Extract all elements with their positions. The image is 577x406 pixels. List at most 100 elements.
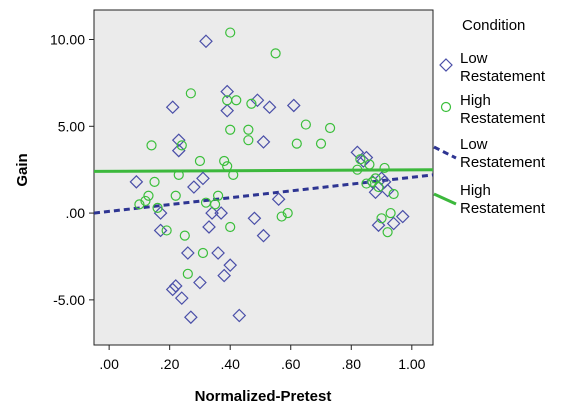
x-tick-label: .40	[220, 356, 240, 372]
point-high-restatement	[170, 190, 181, 201]
point-high-restatement	[176, 140, 187, 151]
legend-label-line1: High	[460, 182, 491, 199]
legend-label-line2: Restatement	[460, 68, 546, 85]
legend-title: Condition	[462, 17, 525, 34]
point-low-restatement	[214, 206, 228, 220]
point-low-restatement	[153, 223, 168, 238]
point-low-restatement	[232, 308, 247, 323]
point-high-restatement	[225, 27, 236, 38]
legend-label-line1: High	[460, 92, 491, 109]
point-high-restatement	[270, 48, 281, 59]
point-high-restatement	[146, 140, 157, 151]
point-high-restatement	[173, 169, 184, 180]
point-low-restatement	[220, 84, 235, 99]
legend-label-line1: Low	[460, 136, 488, 153]
x-tick-label: .60	[281, 356, 301, 372]
point-high-restatement	[231, 95, 242, 106]
point-low-restatement	[184, 310, 198, 325]
point-low-restatement	[256, 228, 271, 243]
legend-label-line2: Restatement	[460, 154, 546, 171]
legend-label-line1: Low	[460, 50, 488, 67]
point-high-restatement	[291, 138, 302, 149]
point-high-restatement	[143, 190, 154, 201]
y-tick-label: 10.00	[50, 32, 85, 48]
point-low-restatement	[187, 180, 201, 194]
legend: LowRestatementHighRestatementLowRestatem…	[433, 50, 546, 217]
data-points	[129, 27, 410, 325]
x-tick-label: 1.00	[398, 356, 425, 372]
y-tick-label: .00	[66, 205, 86, 221]
point-low-restatement	[205, 206, 219, 220]
point-high-restatement	[197, 247, 209, 259]
point-high-restatement	[276, 211, 287, 222]
point-high-restatement	[185, 88, 196, 99]
legend-diamond-icon	[439, 58, 453, 72]
point-low-restatement	[356, 154, 371, 168]
point-low-restatement	[199, 34, 213, 49]
point-high-restatement	[282, 207, 293, 219]
point-high-restatement	[300, 119, 311, 130]
point-high-restatement	[243, 135, 254, 146]
point-low-restatement	[211, 246, 225, 260]
point-high-restatement	[352, 164, 363, 175]
point-low-restatement	[220, 103, 235, 118]
point-high-restatement	[134, 199, 145, 210]
point-low-restatement	[350, 145, 365, 160]
point-low-restatement	[171, 143, 186, 158]
point-high-restatement	[219, 155, 230, 167]
point-high-restatement	[149, 176, 160, 187]
point-high-restatement	[370, 173, 381, 184]
point-high-restatement	[315, 138, 327, 149]
point-low-restatement	[271, 192, 286, 207]
point-low-restatement	[247, 211, 262, 226]
point-high-restatement	[194, 155, 206, 167]
point-low-restatement	[165, 100, 180, 115]
point-high-restatement	[382, 227, 393, 238]
point-low-restatement	[256, 135, 271, 149]
point-high-restatement	[361, 178, 372, 189]
point-low-restatement	[174, 291, 189, 305]
y-axis-title: Gain	[14, 153, 31, 186]
point-high-restatement	[182, 268, 193, 279]
point-low-restatement	[168, 279, 183, 293]
point-low-restatement	[193, 275, 207, 290]
legend-circle-icon	[440, 101, 452, 113]
point-high-restatement	[243, 124, 254, 135]
point-high-restatement	[222, 161, 233, 172]
point-high-restatement	[367, 176, 378, 187]
x-axis-title: Normalized-Pretest	[195, 388, 332, 405]
y-tick-label: -5.00	[53, 292, 85, 308]
point-high-restatement	[373, 181, 384, 193]
point-low-restatement	[171, 133, 186, 148]
y-tick-label: 5.00	[58, 118, 85, 134]
point-high-restatement	[209, 199, 221, 210]
x-tick-label: .20	[160, 356, 180, 372]
point-high-restatement	[152, 202, 163, 213]
point-low-restatement	[165, 282, 180, 297]
point-high-restatement	[225, 124, 236, 135]
point-high-restatement	[388, 188, 399, 200]
point-high-restatement	[140, 195, 151, 207]
point-low-restatement	[153, 206, 168, 220]
x-tick-label: .80	[342, 356, 362, 372]
point-low-restatement	[380, 183, 395, 198]
point-high-restatement	[364, 159, 375, 170]
point-low-restatement	[286, 98, 301, 113]
point-low-restatement	[395, 209, 410, 224]
point-low-restatement	[386, 216, 401, 231]
point-low-restatement	[180, 246, 195, 260]
point-low-restatement	[196, 171, 210, 186]
point-low-restatement	[202, 220, 216, 234]
point-high-restatement	[212, 190, 224, 201]
legend-solid-line-icon	[433, 192, 457, 206]
legend-label-line2: Restatement	[460, 200, 546, 217]
fit-line-high-restatement	[93, 168, 434, 173]
point-high-restatement	[385, 207, 396, 219]
point-high-restatement	[225, 221, 236, 233]
legend-dashed-line-icon	[433, 145, 457, 160]
point-low-restatement	[129, 174, 144, 189]
point-low-restatement	[250, 93, 265, 108]
point-high-restatement	[376, 213, 387, 224]
legend-label-line2: Restatement	[460, 110, 546, 127]
